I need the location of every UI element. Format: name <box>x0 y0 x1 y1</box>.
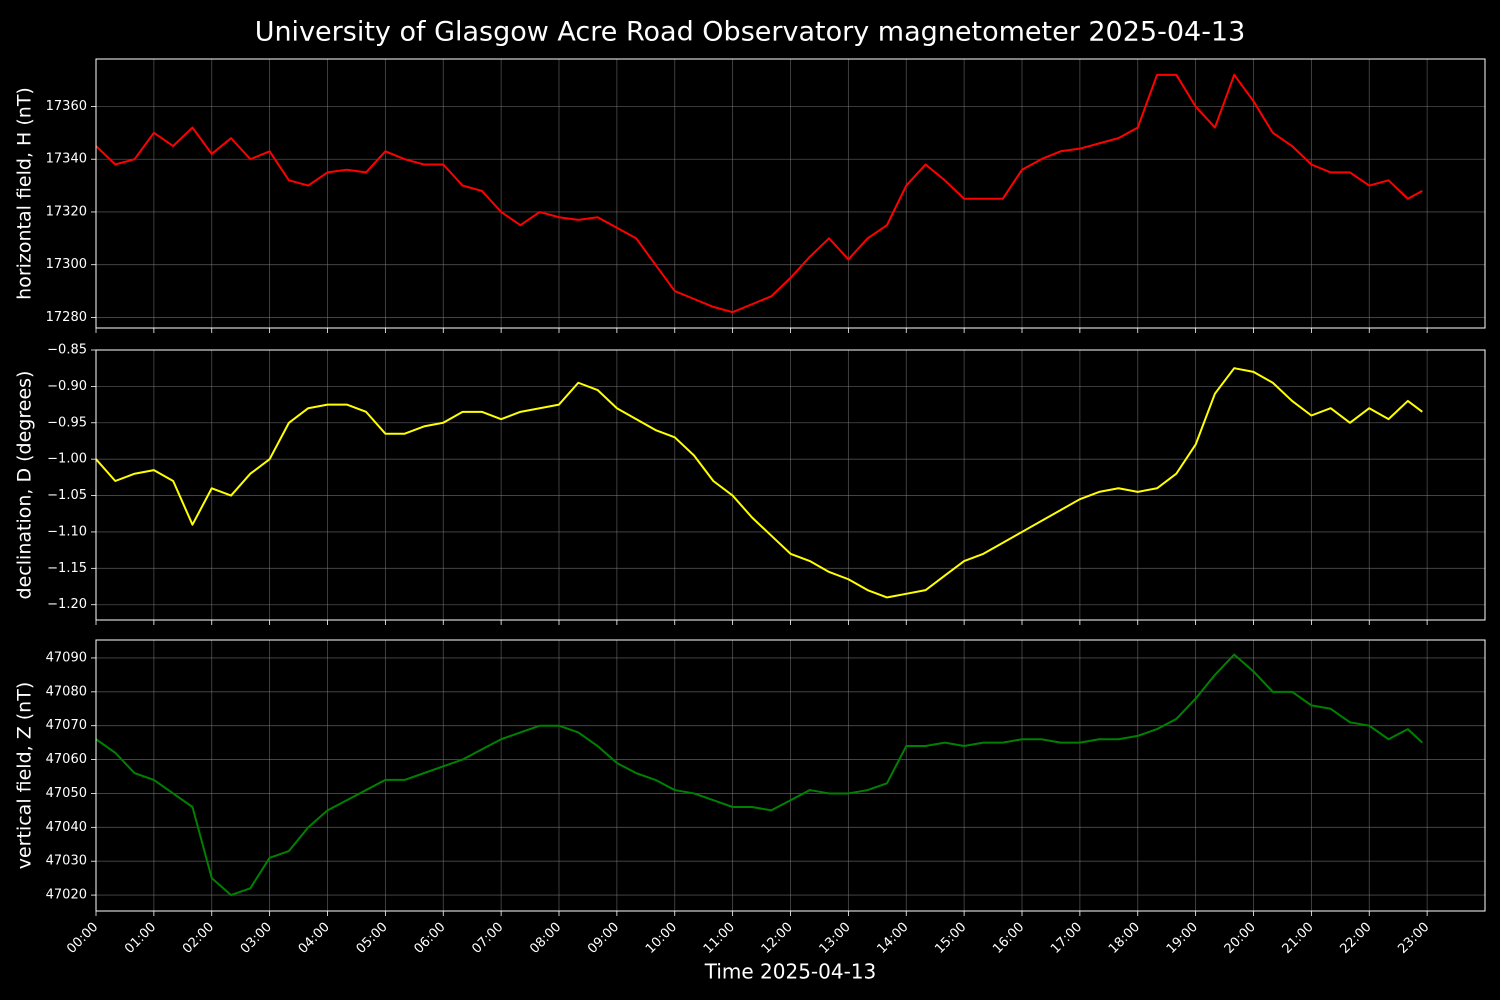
y-tick-label: −1.15 <box>47 561 87 576</box>
y-tick-label: −1.05 <box>47 488 87 503</box>
x-axis-label: Time 2025-04-13 <box>704 960 877 984</box>
axes-frame <box>95 639 1486 912</box>
y-tick-label: 17300 <box>46 257 87 272</box>
y-tick-label: 47050 <box>46 786 87 801</box>
y-tick-label: 47070 <box>46 718 87 733</box>
y-tick-label: −0.85 <box>47 343 87 358</box>
y-tick-label: 47080 <box>46 684 87 699</box>
y-tick-label: 47030 <box>46 854 87 869</box>
data-line <box>95 73 1423 314</box>
y-tick-label: 17340 <box>46 152 87 167</box>
y-tick-label: −0.95 <box>47 415 87 430</box>
y-axis-label: declination, D (degrees) <box>14 371 36 600</box>
y-tick-label: 47060 <box>46 752 87 767</box>
axes-frame <box>95 349 1486 621</box>
y-tick-label: −1.20 <box>47 597 87 612</box>
y-tick-label: −1.10 <box>47 524 87 539</box>
axes-frame <box>95 58 1486 329</box>
y-axis-label: horizontal field, H (nT) <box>14 87 36 300</box>
y-tick-label: −1.00 <box>47 452 87 467</box>
y-tick-label: 17280 <box>46 310 87 325</box>
y-tick-label: 17320 <box>46 204 87 219</box>
y-tick-label: −0.90 <box>47 379 87 394</box>
y-tick-label: 47090 <box>46 650 87 665</box>
y-axis-label: vertical field, Z (nT) <box>14 682 36 870</box>
data-line <box>95 367 1423 599</box>
y-tick-label: 47020 <box>46 888 87 903</box>
chart-title: University of Glasgow Acre Road Observat… <box>255 17 1246 48</box>
data-line <box>95 653 1423 897</box>
y-tick-label: 47040 <box>46 820 87 835</box>
y-tick-label: 17360 <box>46 99 87 114</box>
